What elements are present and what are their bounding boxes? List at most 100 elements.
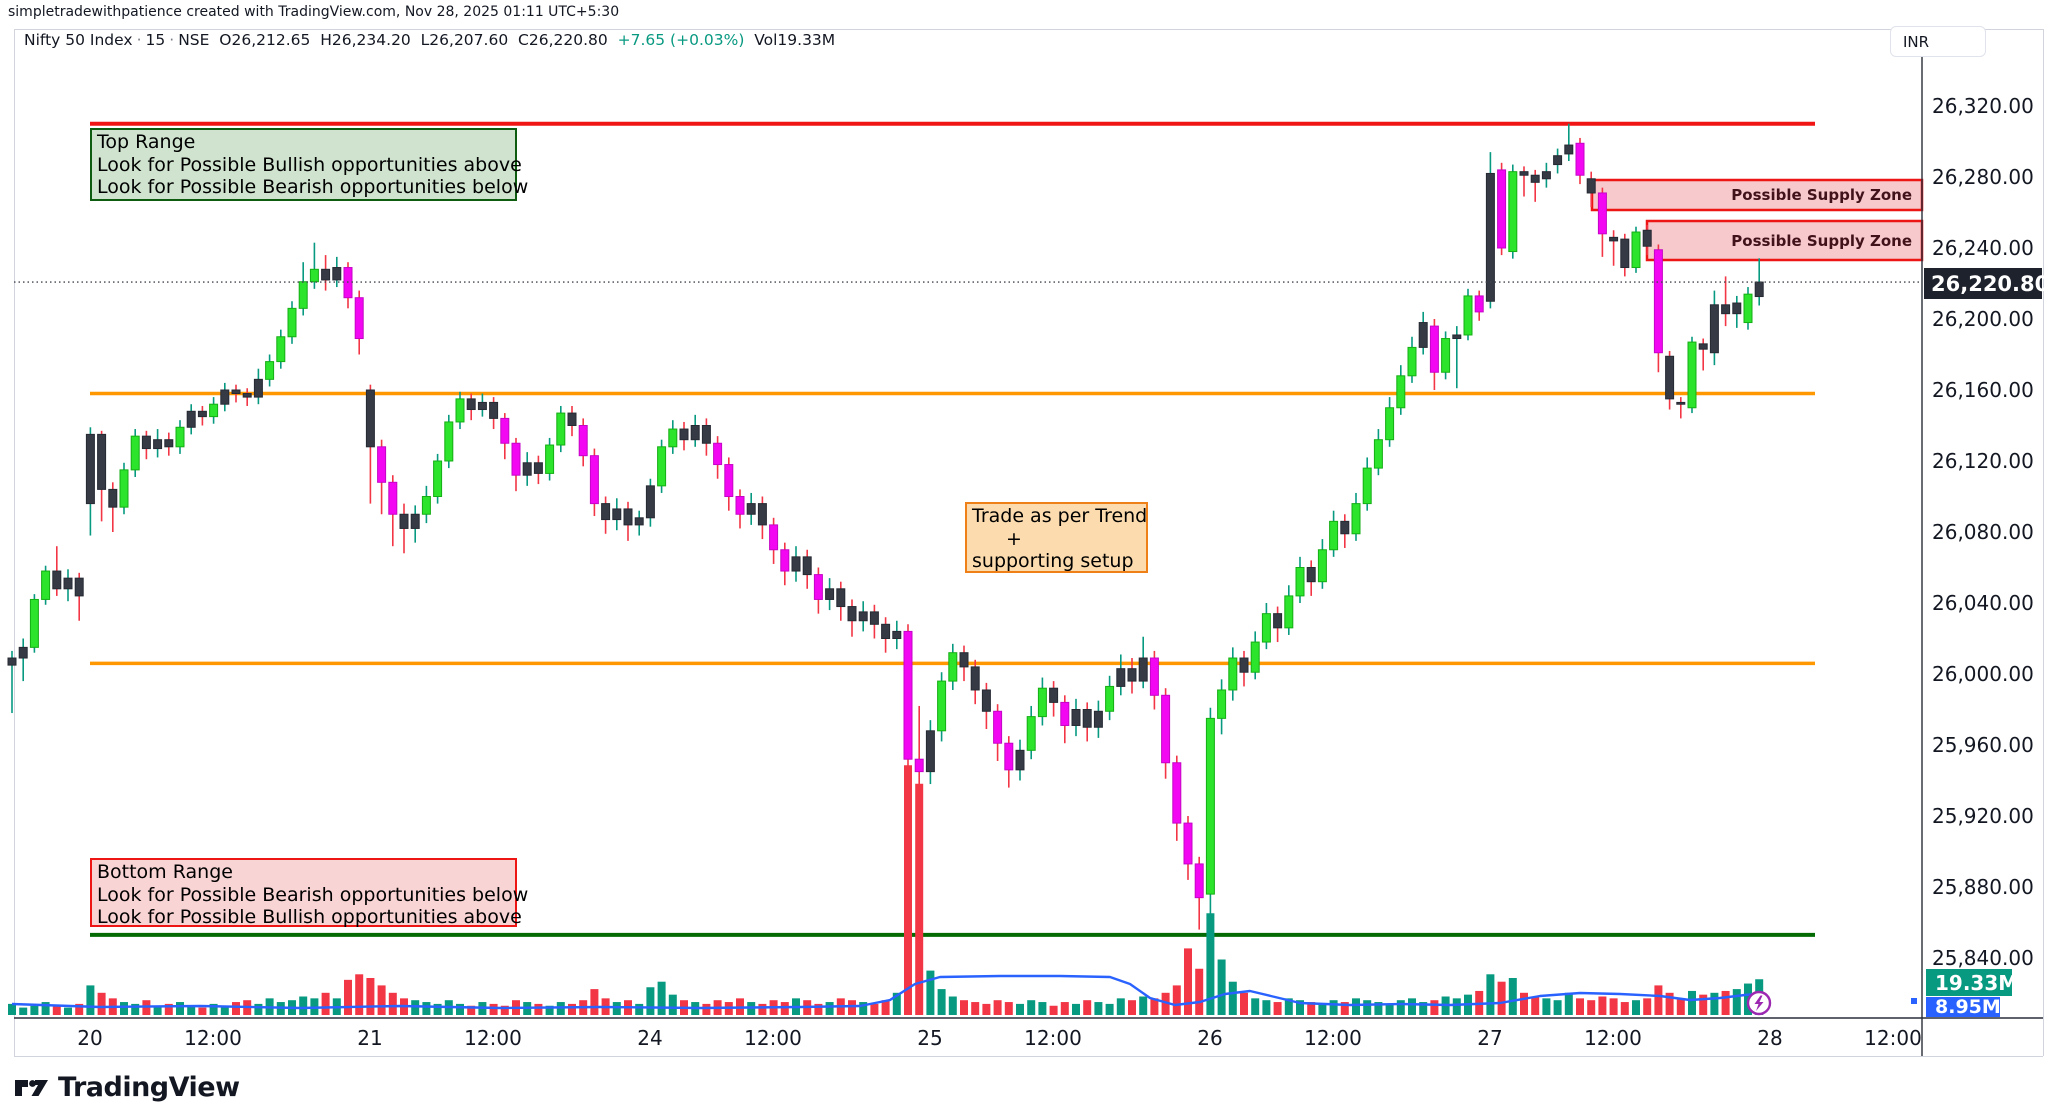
candle-body <box>1205 717 1215 895</box>
candle-body <box>1239 657 1249 673</box>
candle-body <box>869 611 879 625</box>
exchange-name: NSE <box>178 31 210 49</box>
volume-bar <box>366 978 375 1015</box>
candle-body <box>1721 304 1731 315</box>
volume-bar <box>377 985 386 1015</box>
volume-bar <box>1184 948 1192 1015</box>
candle-body <box>769 524 779 551</box>
volume-bar <box>1385 1003 1394 1015</box>
time-tick-label: 24 <box>637 1026 663 1050</box>
trade-note-line1: Trade as per Trend <box>972 505 1148 527</box>
supply-zone-2[interactable]: Possible Supply Zone <box>1647 221 1922 260</box>
volume-bar <box>1161 992 1170 1015</box>
volume-bar <box>848 1000 856 1015</box>
candle-body <box>1340 520 1350 535</box>
volume-bar <box>948 996 957 1015</box>
candle-body <box>1015 749 1025 771</box>
volume-bar <box>1699 994 1708 1015</box>
candle-body <box>1508 171 1518 253</box>
candle-body <box>1138 657 1148 682</box>
candle-body <box>1429 325 1439 373</box>
high-value: H26,234.20 <box>320 31 411 49</box>
volume-bar <box>52 1005 61 1015</box>
candle-body <box>567 412 577 427</box>
candle-body <box>1093 710 1103 728</box>
lightning-icon[interactable] <box>1746 990 1772 1020</box>
candle-body <box>175 426 185 448</box>
supply-zone-rect-2 <box>1645 219 1924 262</box>
volume-bar <box>1598 996 1607 1015</box>
candle-body <box>1127 668 1137 682</box>
candle-body <box>1228 657 1238 691</box>
symbol-name[interactable]: Nifty 50 Index <box>24 31 133 49</box>
volume-bar <box>75 1003 84 1015</box>
tradingview-glyph <box>15 1079 48 1096</box>
volume-bar <box>1508 978 1517 1015</box>
time-tick-label: 12:00 <box>1584 1026 1642 1050</box>
candle-body <box>1026 716 1036 751</box>
volume-bar <box>164 1003 173 1015</box>
candle-body <box>309 268 319 283</box>
candle-body <box>847 606 857 622</box>
price-tick-label: 26,240.00 <box>1932 236 2034 260</box>
bottom-range-annotation[interactable]: Bottom Range Look for Possible Bearish o… <box>90 858 529 928</box>
candle-body <box>1564 144 1574 155</box>
candle-body <box>1217 689 1227 719</box>
volume-bar <box>1116 998 1125 1015</box>
volume-bar <box>1251 998 1260 1015</box>
candle-body <box>1754 281 1764 298</box>
volume-bar <box>1609 998 1618 1015</box>
candle-body <box>1709 304 1719 354</box>
candle-body <box>97 433 107 490</box>
candle-body <box>455 398 465 423</box>
candle-body <box>1037 687 1047 718</box>
time-tick-label: 12:00 <box>744 1026 802 1050</box>
candle-body <box>489 401 499 419</box>
time-tick-label: 12:00 <box>1024 1026 1082 1050</box>
volume-bar <box>1587 1000 1596 1015</box>
candle-body <box>970 666 980 691</box>
candle-body <box>802 556 812 576</box>
candle-body <box>701 425 711 444</box>
volume-bar <box>1419 1002 1428 1015</box>
supply-zone-1[interactable]: Possible Supply Zone <box>1592 180 1922 210</box>
candle-body <box>1620 238 1630 269</box>
attribution-text: simpletradewithpatience created with Tra… <box>8 4 620 20</box>
candle-body <box>1732 302 1742 315</box>
volume-bar <box>1072 1003 1080 1015</box>
volume-bar <box>299 996 308 1015</box>
volume-bar <box>590 989 599 1015</box>
candle-body <box>1441 338 1451 373</box>
volume-bar <box>1307 1002 1316 1015</box>
volume-bar <box>702 1003 711 1015</box>
volume-bar <box>232 1002 240 1015</box>
open-value: O26,212.65 <box>219 31 311 49</box>
candle-body <box>948 652 958 682</box>
volume-bar <box>960 1000 968 1015</box>
candle-body <box>1060 701 1070 726</box>
volume-bar <box>1352 998 1360 1015</box>
volume-bar <box>1732 989 1741 1015</box>
top-range-annotation[interactable]: Top Range Look for Possible Bullish oppo… <box>90 128 528 201</box>
interval-value[interactable]: 15 <box>145 31 166 49</box>
bottom-range-line1: Look for Possible Bearish opportunities … <box>97 883 529 906</box>
time-tick-label: 25 <box>917 1026 943 1050</box>
candle-body <box>265 361 275 380</box>
currency-selector-button[interactable]: INR <box>1890 26 1986 57</box>
volume-bar <box>1318 1003 1327 1015</box>
symbol-ohlc-header[interactable]: Nifty 50 Index · 15 · NSE O26,212.65 H26,234… <box>24 31 836 49</box>
volume-bar <box>422 1002 431 1015</box>
volume-bar <box>500 1005 509 1015</box>
candle-body <box>410 513 420 529</box>
trade-note-annotation[interactable]: Trade as per Trend + supporting setup <box>965 502 1148 573</box>
candle-body <box>1743 293 1753 324</box>
frame-right-border <box>2043 29 2044 1056</box>
tradingview-logo[interactable]: TradingView <box>14 1072 240 1103</box>
volume-bar <box>1195 968 1204 1015</box>
volume-bar <box>1497 981 1506 1015</box>
volume-bar <box>1363 1000 1372 1015</box>
candle-body <box>1530 174 1540 183</box>
candle-body <box>533 462 543 474</box>
volume-bar <box>1676 998 1685 1015</box>
